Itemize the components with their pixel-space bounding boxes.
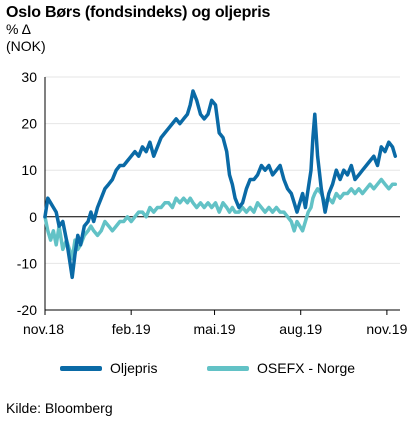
series-line-oil — [43, 89, 398, 280]
source-note: Kilde: Bloomberg — [6, 400, 113, 416]
x-tick-label: aug.19 — [279, 321, 322, 337]
legend-label-osefx: OSEFX - Norge — [257, 360, 356, 376]
y-tick-label: 0 — [29, 209, 37, 225]
legend-item-osefx: OSEFX - Norge — [207, 360, 355, 376]
series-line-osefx — [43, 177, 398, 261]
legend-label-oil: Oljepris — [110, 360, 158, 376]
line-chart: -20 -10 0 10 20 30 nov.18 feb.19 mai.19 aug.19 nov… — [17, 69, 408, 337]
legend-swatch-osefx — [207, 365, 249, 371]
unit-label-percent: % Δ — [6, 21, 31, 37]
x-tick-label: nov.19 — [366, 321, 407, 337]
y-tick-label: -20 — [17, 302, 37, 318]
chart-legend: Oljepris OSEFX - Norge — [0, 360, 413, 380]
legend-swatch-oil — [60, 365, 102, 371]
y-tick-label: 30 — [21, 69, 37, 85]
x-tick-label: mai.19 — [194, 321, 236, 337]
y-tick-label: 20 — [21, 116, 37, 132]
chart-title: Oslo Børs (fondsindeks) og oljepris — [6, 4, 271, 21]
legend-item-oil: Oljepris — [60, 360, 157, 376]
x-tick-label: feb.19 — [112, 321, 151, 337]
y-tick-label: 10 — [21, 162, 37, 178]
y-tick-label: -10 — [17, 255, 37, 271]
unit-label-currency: (NOK) — [6, 38, 46, 54]
x-tick-label: nov.18 — [23, 321, 64, 337]
